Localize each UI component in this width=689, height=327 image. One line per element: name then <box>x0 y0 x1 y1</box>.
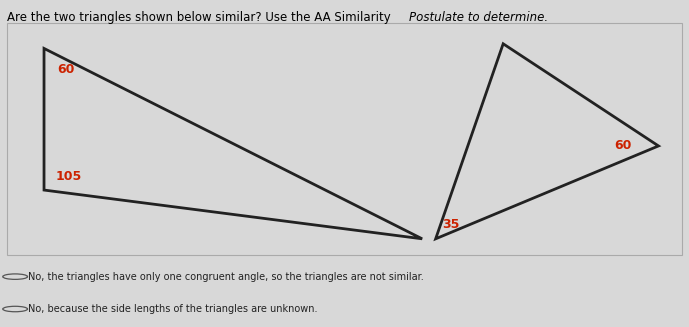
Text: Postulate to determine.: Postulate to determine. <box>409 11 548 25</box>
Text: 60: 60 <box>58 63 75 76</box>
Text: No, the triangles have only one congruent angle, so the triangles are not simila: No, the triangles have only one congruen… <box>28 272 423 282</box>
Text: No, because the side lengths of the triangles are unknown.: No, because the side lengths of the tria… <box>28 304 317 314</box>
Text: 60: 60 <box>614 139 632 152</box>
Text: 35: 35 <box>442 218 460 232</box>
Text: 105: 105 <box>56 170 82 182</box>
Text: Are the two triangles shown below similar? Use the AA Similarity: Are the two triangles shown below simila… <box>7 11 394 25</box>
